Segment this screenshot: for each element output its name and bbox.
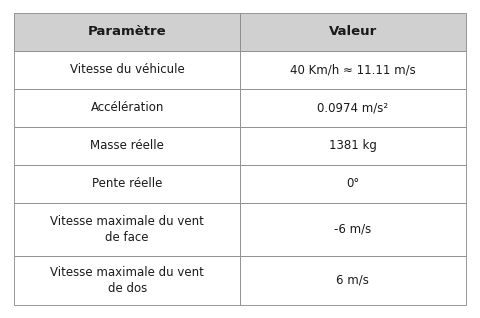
Bar (240, 51, 466, 89)
Bar (14, 13, 240, 51)
Text: Paramètre: Paramètre (88, 25, 167, 38)
Bar (240, 256, 466, 305)
Text: 6 m/s: 6 m/s (336, 274, 369, 287)
Text: Accélération: Accélération (91, 101, 164, 114)
Text: 1381 kg: 1381 kg (329, 139, 377, 152)
Bar (240, 203, 466, 256)
Bar (240, 165, 466, 203)
Bar (14, 256, 240, 305)
Bar (240, 127, 466, 165)
Bar (14, 127, 240, 165)
Text: Vitesse maximale du vent
de dos: Vitesse maximale du vent de dos (50, 266, 204, 295)
Text: -6 m/s: -6 m/s (334, 223, 372, 236)
Text: Pente réelle: Pente réelle (92, 177, 162, 190)
Text: 0.0974 m/s²: 0.0974 m/s² (317, 101, 388, 114)
Text: Masse réelle: Masse réelle (90, 139, 164, 152)
Bar (14, 203, 240, 256)
Text: 40 Km/h ≈ 11.11 m/s: 40 Km/h ≈ 11.11 m/s (290, 63, 416, 76)
Bar (240, 13, 466, 51)
Text: Vitesse maximale du vent
de face: Vitesse maximale du vent de face (50, 215, 204, 244)
Text: Valeur: Valeur (329, 25, 377, 38)
Text: 0°: 0° (346, 177, 360, 190)
Bar (14, 165, 240, 203)
Bar (14, 89, 240, 127)
Text: Vitesse du véhicule: Vitesse du véhicule (70, 63, 185, 76)
Bar (14, 51, 240, 89)
Bar (240, 89, 466, 127)
